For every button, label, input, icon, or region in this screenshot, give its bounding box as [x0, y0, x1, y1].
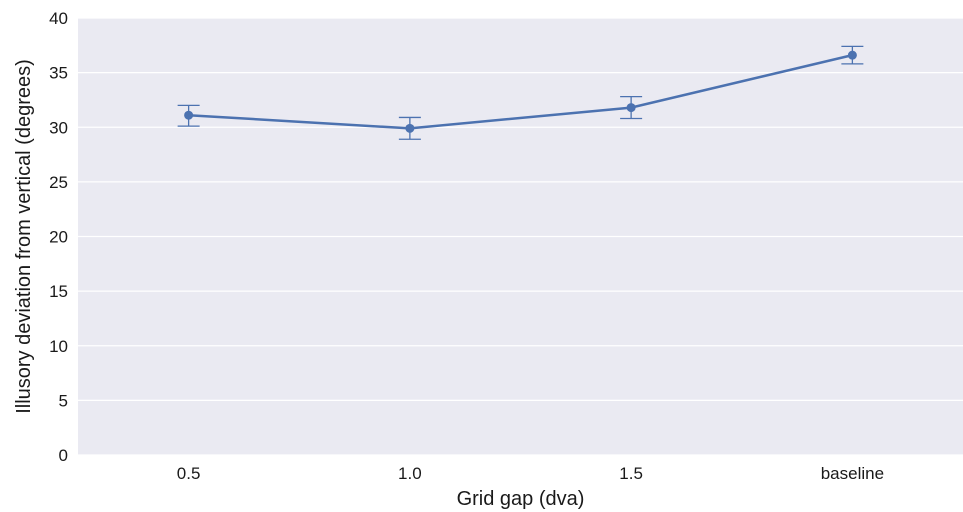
x-tick-label: 0.5 — [177, 464, 201, 483]
data-point — [847, 50, 857, 60]
x-axis-label: Grid gap (dva) — [457, 488, 585, 510]
x-tick-label: 1.0 — [398, 464, 422, 483]
data-points — [184, 50, 857, 133]
y-tick-label: 5 — [59, 391, 68, 410]
y-axis-label: Illusory deviation from vertical (degree… — [13, 59, 35, 414]
y-tick-label: 30 — [49, 118, 68, 137]
y-tick-label: 0 — [59, 446, 68, 465]
y-tick-label: 10 — [49, 337, 68, 356]
y-tick-label: 35 — [49, 64, 68, 83]
data-point — [405, 123, 415, 133]
data-point — [184, 110, 194, 120]
y-axis-ticks: 0 5 10 15 20 25 30 35 40 — [49, 9, 68, 465]
data-point — [626, 103, 636, 113]
y-tick-label: 40 — [49, 9, 68, 28]
x-tick-label: 1.5 — [619, 464, 643, 483]
series-line — [188, 53, 853, 130]
grid-lines — [78, 17, 963, 456]
y-tick-label: 20 — [49, 228, 68, 247]
x-tick-label: baseline — [821, 464, 884, 483]
x-axis-ticks: 0.5 1.0 1.5 baseline — [177, 464, 884, 483]
y-tick-label: 25 — [49, 173, 68, 192]
y-tick-label: 15 — [49, 282, 68, 301]
